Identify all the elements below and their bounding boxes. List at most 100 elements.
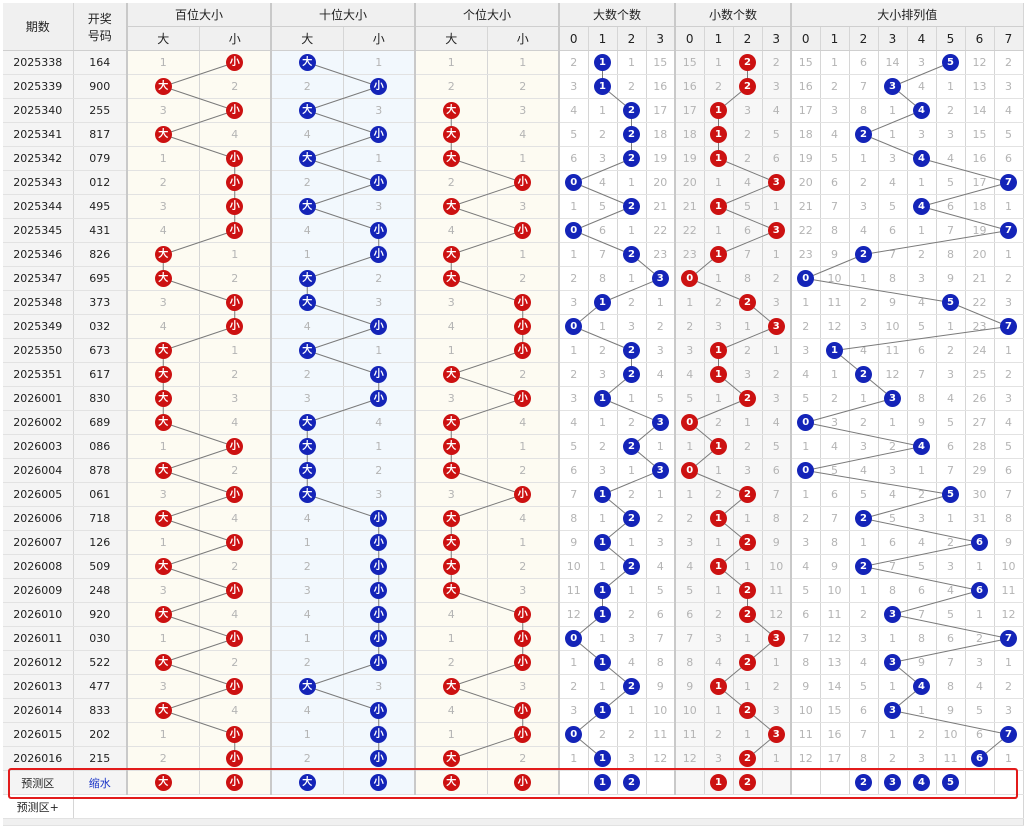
miss-value: 12: [827, 320, 842, 333]
miss-value: 9: [686, 680, 694, 693]
big-count-cell: 4: [558, 410, 589, 435]
miss-value: 2: [802, 512, 810, 525]
miss-value: 1: [656, 296, 664, 309]
small-count-cell: 7: [733, 242, 763, 267]
tens-size-big-cell: 2: [270, 650, 344, 675]
tens-size-big-cell: 2: [270, 554, 344, 579]
prediction-hundreds-size-cell[interactable]: 大: [126, 770, 200, 795]
prediction-size-ball[interactable]: 大: [154, 774, 172, 791]
miss-value: 3: [772, 296, 780, 309]
small-count-cell: 1: [733, 626, 763, 651]
size-pattern-cell: 4: [907, 74, 937, 99]
size-pattern-cell: 11: [790, 722, 821, 747]
miss-value: 15: [827, 704, 842, 717]
hundreds-size-small-header: 小: [199, 26, 272, 51]
prediction-size-ball[interactable]: 大: [298, 774, 316, 791]
size-pattern-cell: 13: [965, 74, 995, 99]
prediction-plus-label[interactable]: 预测区+: [3, 794, 74, 819]
units-size-small-cell: 2: [487, 266, 560, 291]
prediction-pattern-ball[interactable]: 4: [913, 774, 930, 791]
issue-cell: 2026012: [3, 650, 74, 675]
miss-value: 3: [570, 80, 578, 93]
prediction-count-ball[interactable]: 2: [623, 774, 640, 791]
miss-value: 12: [798, 752, 813, 765]
size-pattern-cell: 10: [878, 314, 908, 339]
miss-value: 2: [1005, 56, 1012, 69]
prediction-small-count-cell[interactable]: 2: [733, 770, 763, 795]
big-count-cell: 1: [588, 698, 618, 723]
prediction-pattern-cell[interactable]: [965, 770, 995, 795]
big-count-cell: 2: [617, 410, 647, 435]
tens-size-big-cell: 2: [270, 362, 344, 387]
prediction-big-count-cell[interactable]: [558, 770, 589, 795]
prediction-tens-size-cell[interactable]: 小: [343, 770, 416, 795]
prediction-pattern-cell[interactable]: 3: [878, 770, 908, 795]
prediction-count-ball[interactable]: 2: [739, 774, 756, 791]
prediction-count-ball[interactable]: 1: [710, 774, 727, 791]
size-pattern-cell: 3: [878, 698, 908, 723]
prediction-pattern-ball[interactable]: 3: [884, 774, 901, 791]
size-pattern-cell: 8: [907, 626, 937, 651]
size-pattern-cell: 14: [878, 50, 908, 75]
size-pattern-cell: 16: [820, 722, 850, 747]
prediction-pattern-cell[interactable]: [820, 770, 850, 795]
big-count-cell: 1: [558, 746, 589, 771]
prediction-pattern-ball[interactable]: 5: [942, 774, 959, 791]
miss-value: 1: [599, 560, 606, 573]
small-count-cell: 3: [733, 362, 763, 387]
issue-cell: 2026016: [3, 746, 74, 771]
issue-cell: 2026013: [3, 674, 74, 699]
prediction-size-ball[interactable]: 小: [370, 774, 388, 791]
big-count-cell: 4: [617, 650, 647, 675]
size-pattern-cell: 4: [965, 674, 995, 699]
big-count-cell: 0: [558, 314, 589, 339]
small-count-cell: 5: [674, 578, 705, 603]
prediction-big-count-cell[interactable]: 1: [588, 770, 618, 795]
prediction-units-size-cell[interactable]: 小: [487, 770, 560, 795]
count-ball: 2: [623, 438, 640, 455]
small-count-cell: 3: [762, 74, 792, 99]
miss-value: 1: [628, 272, 635, 285]
prediction-small-count-cell[interactable]: [674, 770, 705, 795]
miss-value: 4: [772, 104, 780, 117]
tens-size-small-cell: 3: [343, 482, 416, 507]
prediction-hundreds-size-cell[interactable]: 小: [199, 770, 272, 795]
shrink-link[interactable]: 缩水: [73, 770, 128, 795]
tens-size-small-cell: 3: [343, 98, 416, 123]
small-count-cell: 12: [762, 602, 792, 627]
prediction-tens-size-cell[interactable]: 大: [270, 770, 344, 795]
prediction-pattern-cell[interactable]: 5: [936, 770, 966, 795]
prediction-count-ball[interactable]: 1: [594, 774, 611, 791]
prediction-size-ball[interactable]: 大: [442, 774, 460, 791]
prediction-big-count-cell[interactable]: [646, 770, 676, 795]
size-ball: 大: [442, 462, 460, 479]
prediction-pattern-cell[interactable]: [790, 770, 821, 795]
big-count-cell: 0: [558, 170, 589, 195]
prediction-big-count-cell[interactable]: 2: [617, 770, 647, 795]
miss-value: 6: [860, 56, 867, 69]
miss-value: 2: [831, 392, 838, 405]
prediction-small-count-cell[interactable]: 1: [704, 770, 734, 795]
size-pattern-cell: 8: [820, 218, 850, 243]
pattern-ball: 4: [913, 150, 930, 167]
prediction-plus-area[interactable]: [73, 794, 1024, 819]
prediction-small-count-cell[interactable]: [762, 770, 792, 795]
units-size-big-cell: 大: [414, 242, 488, 267]
draw-number-cell: 826: [73, 242, 128, 267]
prediction-size-ball[interactable]: 小: [226, 774, 244, 791]
prediction-size-ball[interactable]: 小: [514, 774, 532, 791]
miss-value: 2: [628, 80, 635, 93]
size-ball: 小: [514, 294, 532, 311]
prediction-pattern-cell[interactable]: 4: [907, 770, 937, 795]
size-pattern-cell: 4: [936, 146, 966, 171]
units-size-big-cell: 4: [414, 218, 488, 243]
size-pattern-cell: 4: [907, 674, 937, 699]
prediction-pattern-cell[interactable]: [994, 770, 1024, 795]
prediction-pattern-cell[interactable]: 2: [849, 770, 879, 795]
prediction-units-size-cell[interactable]: 大: [414, 770, 488, 795]
big-count-cell: 2: [588, 722, 618, 747]
small-count-cell: 3: [704, 626, 734, 651]
size-ball: 大: [154, 78, 172, 95]
prediction-pattern-ball[interactable]: 2: [855, 774, 872, 791]
miss-value: 1: [628, 392, 635, 405]
